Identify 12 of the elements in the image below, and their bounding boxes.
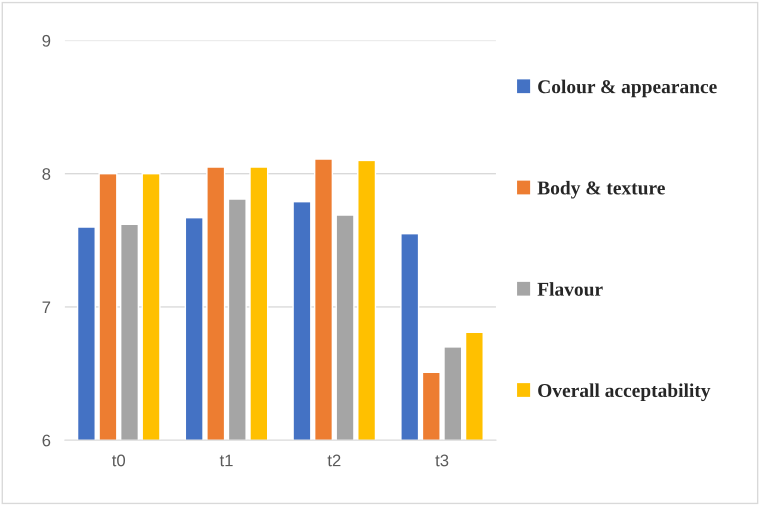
x-tick-label: t2: [328, 454, 340, 466]
legend-label: Colour & appearance: [538, 80, 717, 98]
y-tick-label: 9: [42, 34, 50, 47]
x-tick-label: t1: [220, 454, 233, 466]
legend-label: Overall acceptability: [538, 383, 710, 402]
x-tick-label: t0: [112, 454, 126, 466]
y-tick-label: 7: [42, 302, 50, 314]
y-tick-label: 8: [42, 168, 50, 180]
x-tick-label: t3: [435, 454, 448, 466]
legend-label: Body & texture: [538, 180, 665, 199]
legend-label: Flavour: [538, 282, 603, 296]
y-tick-label: 6: [42, 434, 50, 446]
